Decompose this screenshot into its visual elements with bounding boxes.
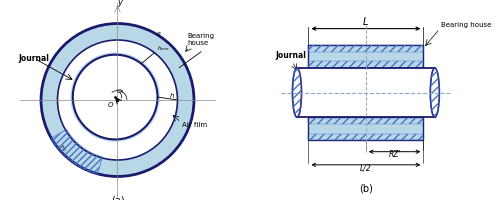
Ellipse shape xyxy=(430,68,440,117)
Text: $O$: $O$ xyxy=(108,100,114,109)
Text: Bearing house: Bearing house xyxy=(442,22,492,28)
Circle shape xyxy=(58,40,178,160)
Text: $D=2R$: $D=2R$ xyxy=(430,80,440,105)
Bar xyxy=(308,45,424,52)
Circle shape xyxy=(58,40,178,160)
Text: $h_0$: $h_0$ xyxy=(58,142,70,155)
Bar xyxy=(308,117,424,124)
Circle shape xyxy=(73,55,158,139)
Text: L: L xyxy=(363,17,368,27)
Bar xyxy=(297,68,435,117)
Text: y: y xyxy=(118,0,122,7)
Bar xyxy=(308,117,424,140)
Text: $z=$ RZ: $z=$ RZ xyxy=(330,80,358,91)
Text: $h_{min}$: $h_{min}$ xyxy=(158,44,170,53)
Text: $O_1$: $O_1$ xyxy=(116,88,126,96)
Bar xyxy=(308,134,424,140)
Circle shape xyxy=(41,24,194,176)
Text: $\varphi$: $\varphi$ xyxy=(156,30,162,38)
Circle shape xyxy=(70,52,160,142)
Text: $\phi$: $\phi$ xyxy=(120,81,126,91)
Text: (a): (a) xyxy=(110,195,124,200)
Text: RZ': RZ' xyxy=(388,150,401,159)
Bar xyxy=(308,61,424,68)
Text: Bearing
house: Bearing house xyxy=(187,33,214,46)
Text: $h$: $h$ xyxy=(168,91,174,100)
Text: L/2: L/2 xyxy=(360,164,372,173)
Bar xyxy=(308,45,424,68)
Text: e: e xyxy=(112,90,116,96)
Circle shape xyxy=(41,24,194,176)
Ellipse shape xyxy=(292,68,302,117)
Text: Journal: Journal xyxy=(18,54,50,63)
Text: Air film: Air film xyxy=(182,122,208,128)
Text: $\phi_0$: $\phi_0$ xyxy=(123,89,130,98)
Text: Journal: Journal xyxy=(276,51,306,60)
Text: (b): (b) xyxy=(359,183,373,193)
Circle shape xyxy=(73,55,158,139)
